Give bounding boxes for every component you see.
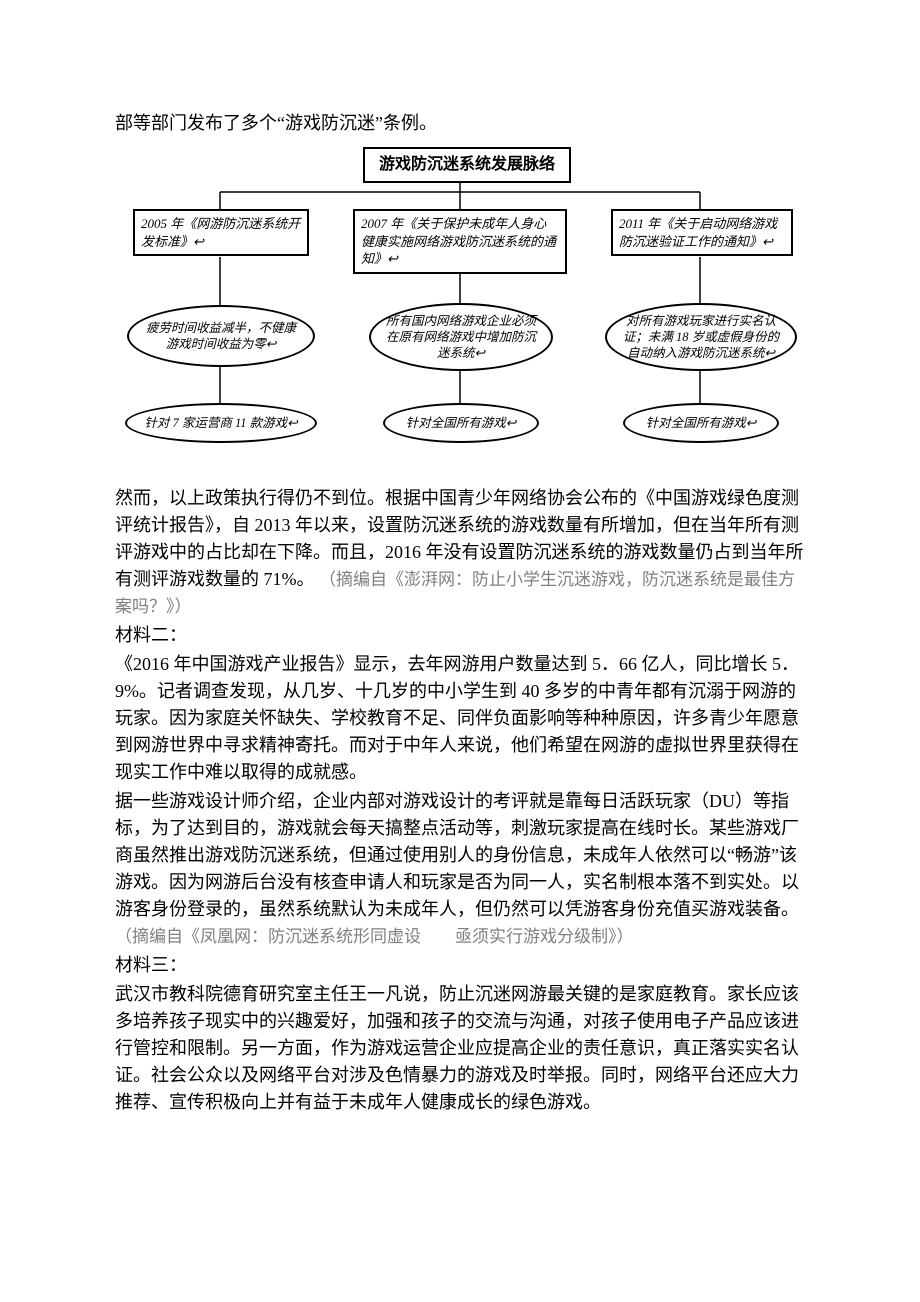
policy-box-2011: 2011 年《关于启动网络游戏防沉迷验证工作的通知》↩ bbox=[611, 209, 793, 256]
material-2-p2: 据一些游戏设计师介绍，企业内部对游戏设计的考评就是靠每日活跃玩家（DU）等指标，… bbox=[115, 788, 805, 950]
target-ellipse-2011: 针对全国所有游戏↩ bbox=[623, 403, 779, 443]
material-2-label: 材料二： bbox=[115, 622, 805, 649]
target-ellipse-2005: 针对 7 家运营商 11 款游戏↩ bbox=[125, 403, 317, 443]
after-diagram-paragraph: 然而，以上政策执行得仍不到位。根据中国青少年网络协会公布的《中国游戏绿色度测评统… bbox=[115, 485, 805, 620]
diagram-title: 游戏防沉迷系统发展脉络 bbox=[363, 147, 571, 183]
material-3-p1: 武汉市教科院德育研究室主任王一凡说，防止沉迷网游最关键的是家庭教育。家长应该多培… bbox=[115, 981, 805, 1116]
material-2-p2-text: 据一些游戏设计师介绍，企业内部对游戏设计的考评就是靠每日活跃玩家（DU）等指标，… bbox=[115, 791, 799, 919]
policy-box-2005: 2005 年《网游防沉迷系统开发标准》↩ bbox=[133, 209, 309, 256]
intro-paragraph: 部等部门发布了多个“游戏防沉迷”条例。 bbox=[115, 110, 805, 137]
material-2-source: （摘编自《凤凰网：防沉迷系统形同虚设 亟须实行游戏分级制》） bbox=[115, 927, 634, 946]
material-3-label: 材料三： bbox=[115, 952, 805, 979]
measure-ellipse-2005: 疲劳时间收益减半，不健康游戏时间收益为零↩ bbox=[127, 305, 315, 367]
measure-ellipse-2007: 所有国内网络游戏企业必须在原有网络游戏中增加防沉迷系统↩ bbox=[369, 303, 553, 371]
target-ellipse-2007: 针对全国所有游戏↩ bbox=[383, 403, 539, 443]
policy-box-2007: 2007 年《关于保护未成年人身心健康实施网络游戏防沉迷系统的通知》↩ bbox=[353, 209, 567, 274]
anti-addiction-diagram: 游戏防沉迷系统发展脉络 2005 年《网游防沉迷系统开发标准》↩ 2007 年《… bbox=[115, 147, 805, 457]
measure-ellipse-2011: 对所有游戏玩家进行实名认证；未满 18 岁或虚假身份的自动纳入游戏防沉迷系统↩ bbox=[605, 303, 797, 371]
material-2-p1: 《2016 年中国游戏产业报告》显示，去年网游用户数量达到 5．66 亿人，同比… bbox=[115, 651, 805, 786]
